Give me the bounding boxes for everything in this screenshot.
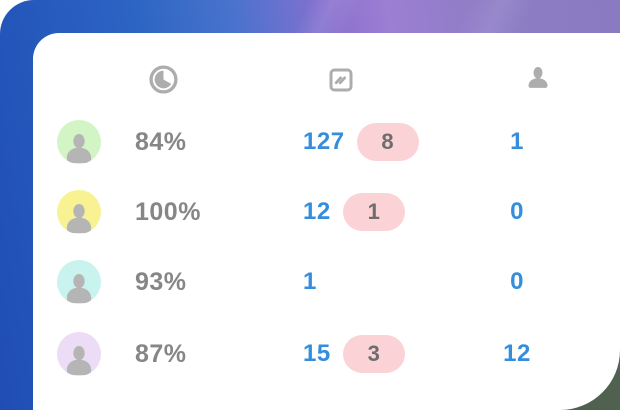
user-count-value: 0: [510, 268, 524, 295]
alert-badge: 3: [342, 335, 405, 373]
user-column-header: [521, 60, 555, 104]
percent-value: 100%: [135, 197, 201, 226]
user-icon: [523, 63, 553, 102]
alert-badge: 1: [342, 193, 405, 231]
table-row[interactable]: 87% 15 3 12: [33, 332, 620, 376]
count-value: 127: [303, 128, 345, 155]
avatar-cell: [57, 332, 101, 376]
count-value: 12: [303, 198, 331, 225]
avatar: [57, 190, 101, 234]
percent-value: 84%: [135, 127, 187, 156]
count-value: 15: [303, 340, 331, 367]
avatar: [57, 332, 101, 376]
tasks-icon: [327, 66, 355, 99]
table-row[interactable]: 100% 12 1 0: [33, 190, 620, 234]
avatar-cell: [57, 120, 101, 164]
percent-value: 93%: [135, 267, 187, 296]
alert-badge: 8: [356, 123, 419, 161]
table-row[interactable]: 84% 127 8 1: [33, 120, 620, 164]
avatar: [57, 260, 101, 304]
clock-column-header: [146, 60, 180, 104]
user-count-value: 1: [510, 128, 524, 155]
user-count-value: 0: [510, 198, 524, 225]
count-value: 1: [303, 268, 317, 295]
avatar-cell: [57, 260, 101, 304]
tasks-column-header: [324, 60, 358, 104]
avatar: [57, 120, 101, 164]
clock-icon: [148, 64, 179, 100]
user-count-value: 12: [503, 340, 531, 367]
percent-value: 87%: [135, 339, 187, 368]
stats-card: 84% 127 8 1 100% 12 1 0: [33, 33, 620, 410]
avatar-cell: [57, 190, 101, 234]
table-row[interactable]: 93% 1 0: [33, 260, 620, 304]
